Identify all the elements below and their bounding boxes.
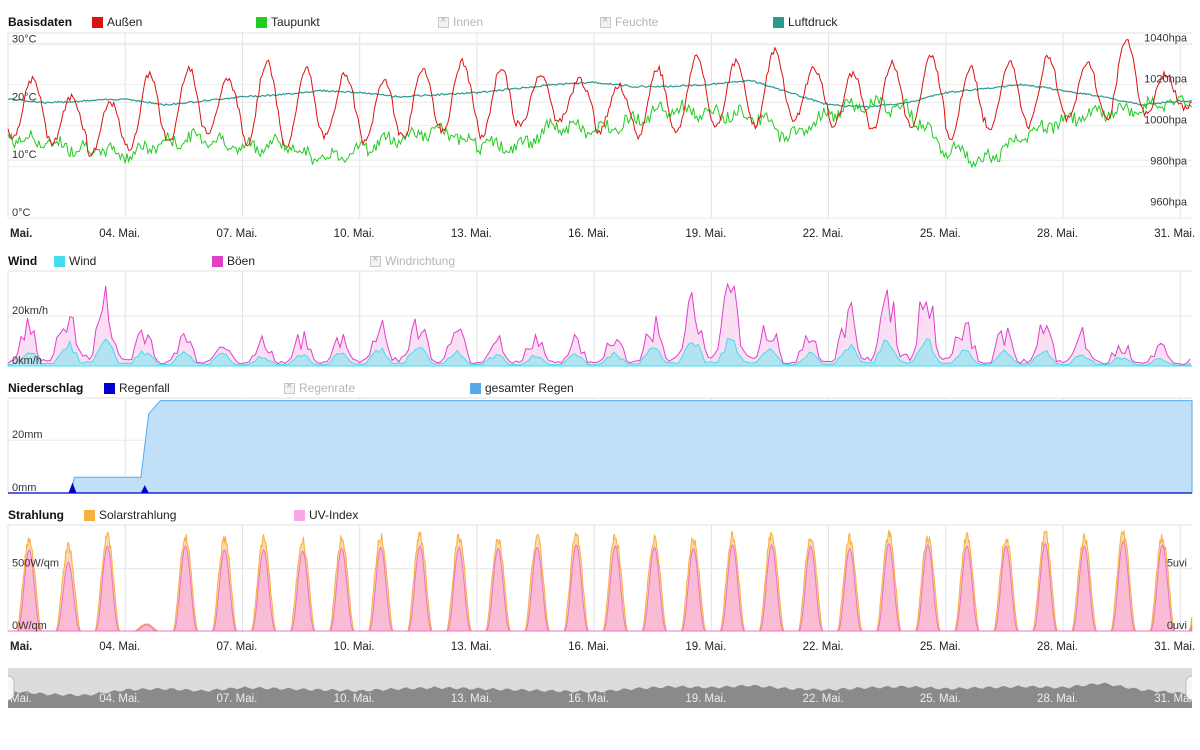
- navigator-x-tick-label: 04. Mai.: [99, 693, 140, 705]
- basis-x-tick-label: 22. Mai.: [803, 228, 844, 240]
- basis-y2-tick-label: 1040hpa: [1144, 32, 1188, 44]
- swatch-icon: [470, 382, 481, 394]
- series-aussen-line: [7, 39, 1192, 158]
- basis-x-tick-label: Mai.: [10, 228, 32, 240]
- checkbox-off-icon: [600, 14, 611, 28]
- swatch-icon: [773, 16, 784, 28]
- solar-x-tick-label: 22. Mai.: [803, 641, 844, 653]
- solar-x-tick-label: 31. Mai.: [1154, 641, 1195, 653]
- legend-item-luftdruck[interactable]: Luftdruck: [773, 15, 837, 29]
- solar-plot-area: [8, 525, 1192, 631]
- solar-x-tick-label: 13. Mai.: [451, 641, 492, 653]
- legend-item-taupunkt[interactable]: Taupunkt: [256, 15, 320, 29]
- rain-y-tick-label: 0mm: [12, 482, 36, 494]
- legend-item-aussen[interactable]: Außen: [92, 15, 142, 29]
- checkbox-off-icon: [370, 253, 381, 267]
- series-gesamter-regen-area: [8, 400, 1193, 494]
- solar-x-tick-label: Mai.: [10, 641, 32, 653]
- basis-y-tick-label: 30°C: [12, 34, 37, 46]
- solar-x-tick-label: 04. Mai.: [99, 641, 140, 653]
- solar-y2-tick-label: 0uvi: [1167, 620, 1187, 632]
- basis-x-tick-label: 28. Mai.: [1037, 228, 1078, 240]
- navigator-x-tick-label: 13. Mai.: [451, 693, 492, 705]
- legend-item-windrichtung[interactable]: Windrichtung: [370, 253, 455, 268]
- basis-x-tick-label: 07. Mai.: [216, 228, 257, 240]
- panel-title-wind: Wind: [8, 254, 38, 268]
- navigator-x-tick-label: 28. Mai.: [1037, 693, 1078, 705]
- navigator-handle-right[interactable]: [1185, 675, 1192, 701]
- navigator-handle-left[interactable]: [8, 675, 15, 701]
- navigator-x-tick-label: 31. Mai.: [1154, 693, 1192, 705]
- legend-item-regenfall[interactable]: Regenfall: [104, 381, 170, 395]
- basis-x-tick-label: 19. Mai.: [685, 228, 726, 240]
- basis-y-tick-label: 10°C: [12, 149, 37, 161]
- rain-y-tick-label: 20mm: [12, 429, 43, 441]
- basis-x-tick-label: 31. Mai.: [1154, 228, 1195, 240]
- checkbox-off-icon: [438, 14, 449, 28]
- basis-y2-tick-label: 1000hpa: [1144, 115, 1188, 127]
- solar-x-tick-label: 10. Mai.: [334, 641, 375, 653]
- legend-item-solarstrahlung[interactable]: Solarstrahlung: [84, 508, 176, 522]
- range-navigator[interactable]: Mai. 04. Mai. 07. Mai. 10. Mai. 13. Mai. 16. …: [8, 668, 1192, 708]
- panel-title-niederschlag: Niederschlag: [8, 381, 84, 395]
- navigator-x-tick-label: 10. Mai.: [334, 693, 375, 705]
- panel-title-basisdaten: Basisdaten: [8, 15, 73, 29]
- solar-y-tick-label: 500W/qm: [12, 558, 59, 570]
- swatch-icon: [294, 509, 305, 521]
- solar-x-tick-label: 19. Mai.: [685, 641, 726, 653]
- swatch-icon: [54, 255, 65, 267]
- basis-y-tick-label: 20°C: [12, 91, 37, 103]
- basis-x-tick-label: 16. Mai.: [568, 228, 609, 240]
- basis-y2-tick-label: 1020hpa: [1144, 73, 1188, 85]
- weather-charts[interactable]: 0°C 10°C 20°C 30°C 960hpa 980hpa 1000hpa 1020hp…: [0, 0, 1200, 668]
- legend-item-feuchte[interactable]: Feuchte: [600, 14, 658, 29]
- solar-y-tick-label: 0W/qm: [12, 620, 47, 632]
- series-uv-index-area: [8, 540, 1193, 632]
- basis-x-tick-label: 04. Mai.: [99, 228, 140, 240]
- solar-y2-tick-label: 5uvi: [1167, 558, 1187, 570]
- checkbox-off-icon: [284, 380, 295, 394]
- wind-y-tick-label: 0km/h: [12, 355, 42, 367]
- navigator-x-tick-label: 25. Mai.: [920, 693, 961, 705]
- navigator-x-tick-label: Mai.: [10, 693, 32, 705]
- solar-x-tick-label: 25. Mai.: [920, 641, 961, 653]
- series-luftdruck-line: [7, 79, 1192, 109]
- basis-y2-tick-label: 980hpa: [1150, 156, 1188, 168]
- legend-item-boeen[interactable]: Böen: [212, 254, 255, 268]
- solar-x-tick-label: 07. Mai.: [216, 641, 257, 653]
- legend-item-uv-index[interactable]: UV-Index: [294, 508, 358, 522]
- legend-item-innen[interactable]: Innen: [438, 14, 483, 29]
- swatch-icon: [84, 509, 95, 521]
- series-wind-area: [7, 337, 1191, 367]
- panel-title-strahlung: Strahlung: [8, 508, 64, 522]
- series-taupunkt-line: [7, 94, 1193, 169]
- wind-y-tick-label: 20km/h: [12, 305, 48, 317]
- solar-x-tick-label: 28. Mai.: [1037, 641, 1078, 653]
- navigator-x-tick-label: 07. Mai.: [216, 693, 257, 705]
- basis-x-tick-label: 10. Mai.: [334, 228, 375, 240]
- basis-x-tick-label: 13. Mai.: [451, 228, 492, 240]
- basis-x-tick-label: 25. Mai.: [920, 228, 961, 240]
- legend-item-regenrate[interactable]: Regenrate: [284, 380, 355, 395]
- swatch-icon: [256, 16, 267, 28]
- legend-item-wind[interactable]: Wind: [54, 254, 96, 268]
- swatch-icon: [104, 382, 115, 394]
- navigator-x-tick-label: 16. Mai.: [568, 693, 609, 705]
- series-boeen-line: [7, 282, 1191, 366]
- solar-x-tick-label: 16. Mai.: [568, 641, 609, 653]
- basis-y-tick-label: 0°C: [12, 207, 31, 219]
- navigator-x-tick-label: 22. Mai.: [803, 693, 844, 705]
- swatch-icon: [212, 255, 223, 267]
- swatch-icon: [92, 16, 103, 28]
- series-regenfall-mark: [68, 482, 77, 493]
- series-regenfall-mark: [140, 485, 149, 493]
- basis-y2-tick-label: 960hpa: [1150, 197, 1188, 209]
- legend-item-gesamter-regen[interactable]: gesamter Regen: [470, 381, 574, 395]
- navigator-x-tick-label: 19. Mai.: [685, 693, 726, 705]
- series-boeen-area: [8, 284, 1190, 366]
- navigator-series-area: [8, 682, 1192, 708]
